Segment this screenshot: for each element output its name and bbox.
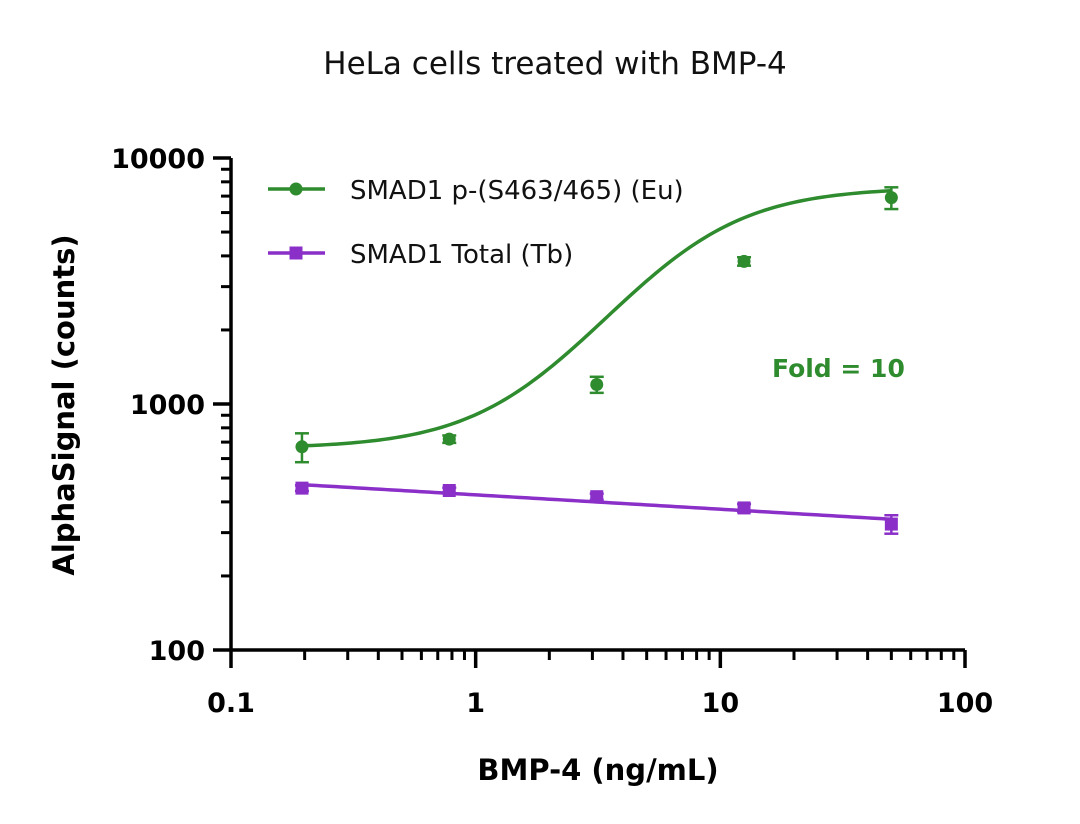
y-tick-label: 10000 xyxy=(111,144,205,175)
legend-entry-phospho: SMAD1 p-(S463/465) (Eu) xyxy=(268,176,684,206)
data-point xyxy=(737,501,751,515)
legend-label-total: SMAD1 Total (Tb) xyxy=(350,240,573,270)
series-total xyxy=(294,481,899,535)
data-point xyxy=(884,191,898,205)
y-ticks: 100 1000 10000 xyxy=(111,144,231,667)
legend-label-phospho: SMAD1 p-(S463/465) (Eu) xyxy=(350,176,684,206)
data-point xyxy=(295,440,309,454)
data-point xyxy=(295,481,309,495)
legend-entry-total: SMAD1 Total (Tb) xyxy=(268,240,573,270)
x-tick-label: 0.1 xyxy=(207,688,255,719)
legend-marker-phospho xyxy=(289,182,303,196)
data-point xyxy=(442,432,456,446)
legend: SMAD1 p-(S463/465) (Eu) SMAD1 Total (Tb) xyxy=(268,176,684,270)
x-axis-label: BMP-4 (ng/mL) xyxy=(477,753,718,787)
data-point xyxy=(737,254,751,268)
axes: 0.1 1 10 100 100 1000 10000 xyxy=(111,144,993,719)
x-tick-label: 1 xyxy=(466,688,485,719)
fold-annotation: Fold = 10 xyxy=(772,354,905,383)
x-ticks: 0.1 1 10 100 xyxy=(207,650,993,719)
x-tick-label: 10 xyxy=(702,688,740,719)
data-point xyxy=(442,484,456,498)
x-tick-label: 100 xyxy=(937,688,993,719)
legend-marker-total xyxy=(289,246,303,260)
series-layer xyxy=(294,186,899,535)
fit-curve xyxy=(301,188,892,448)
y-tick-label: 100 xyxy=(149,636,205,667)
y-axis-label: AlphaSignal (counts) xyxy=(47,234,81,575)
y-tick-label: 1000 xyxy=(130,390,205,421)
data-point xyxy=(590,490,604,504)
chart-title: HeLa cells treated with BMP-4 xyxy=(323,46,786,82)
data-point xyxy=(884,517,898,531)
series-phospho xyxy=(294,186,899,464)
data-point xyxy=(590,378,604,392)
